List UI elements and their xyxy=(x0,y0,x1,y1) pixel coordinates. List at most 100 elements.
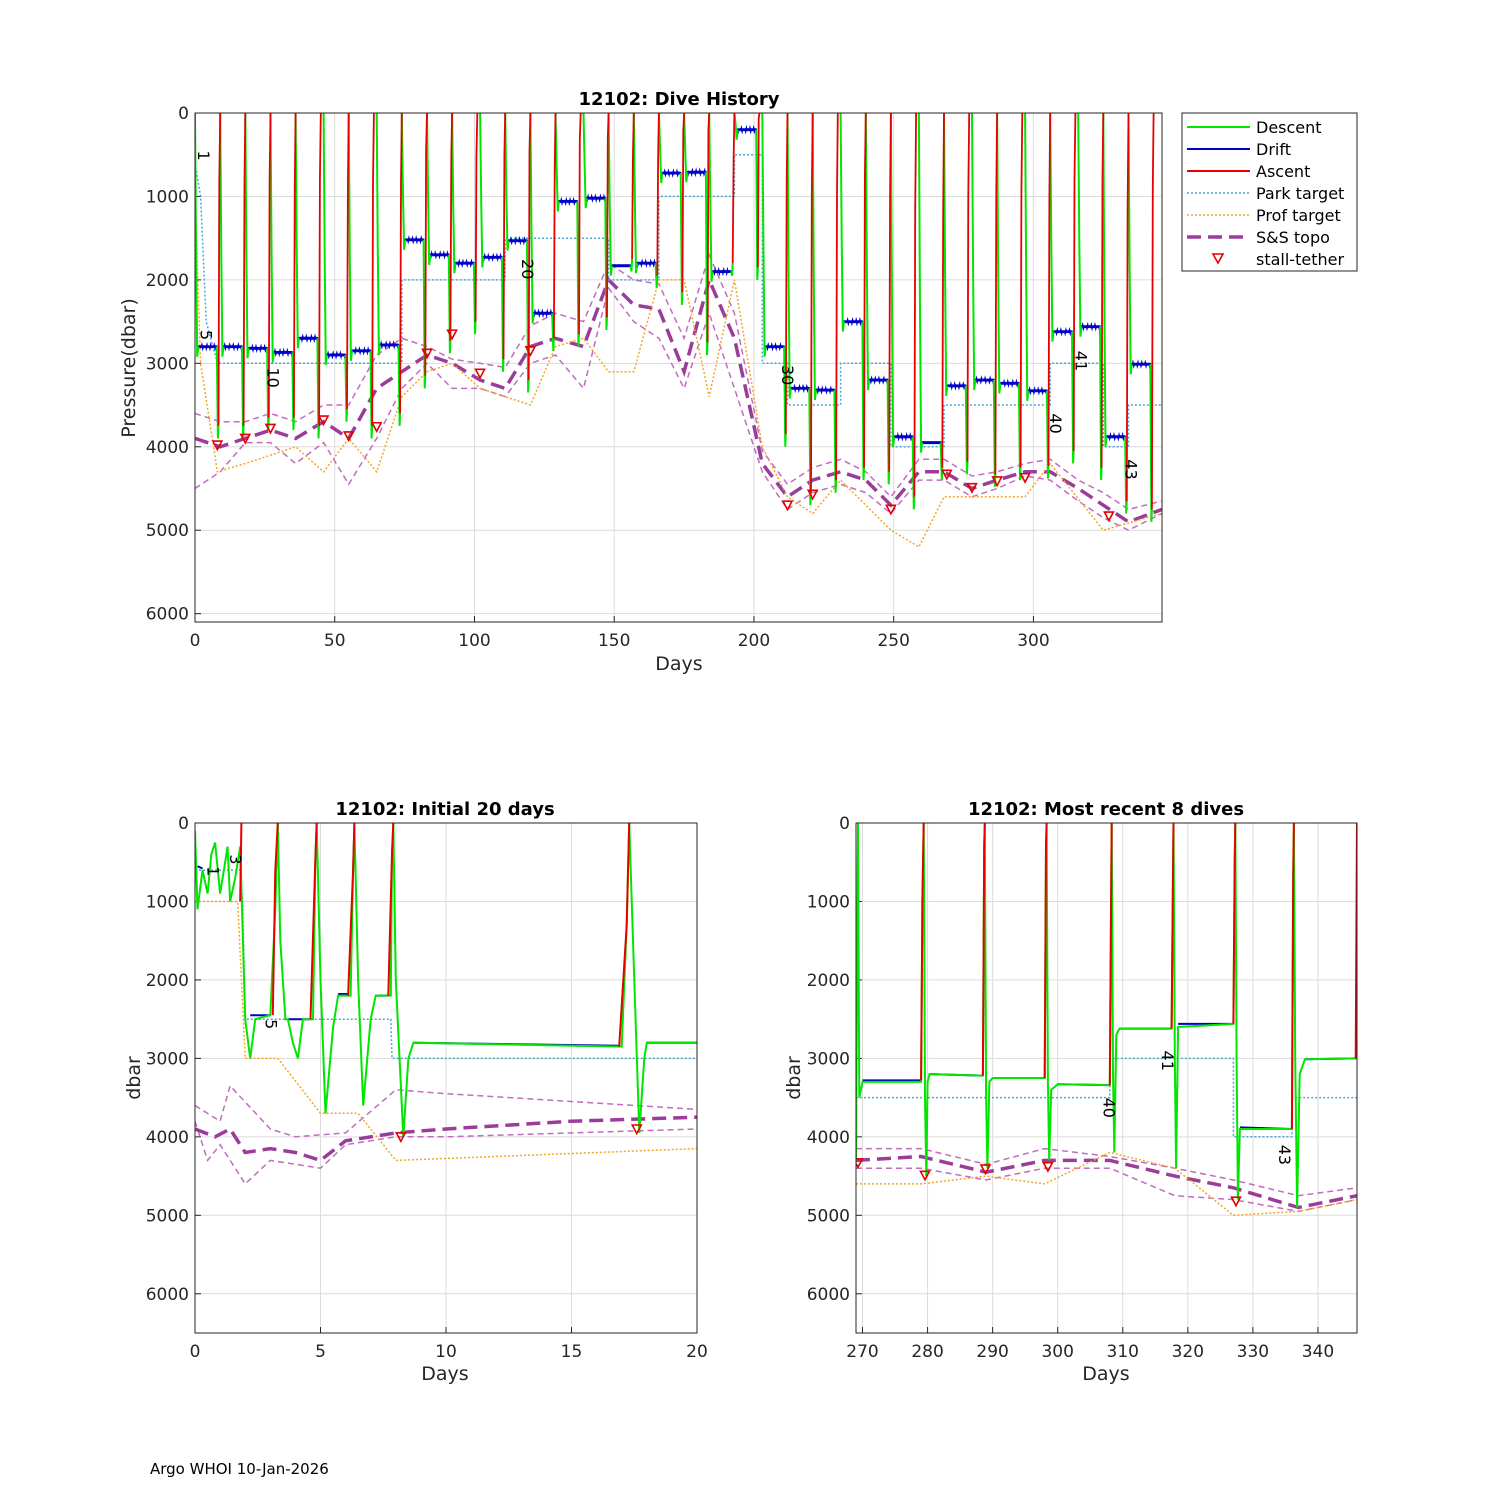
descent-segment xyxy=(992,379,997,487)
ascent-segment xyxy=(309,823,318,1020)
descent-segment xyxy=(451,113,457,274)
drift-segment xyxy=(272,347,294,358)
x-tick-label: 10 xyxy=(435,1342,457,1362)
descent-segment xyxy=(730,263,734,276)
descent-segment xyxy=(369,350,374,439)
ascent-segment xyxy=(913,113,917,497)
legend-label-descent: Descent xyxy=(1256,118,1322,137)
descent-segment xyxy=(679,173,684,305)
ascent-segment xyxy=(784,113,789,435)
park-target-line xyxy=(856,1057,1357,1138)
descent-segment xyxy=(291,352,295,431)
stall-tether-marker xyxy=(446,329,458,341)
topo-lower-line xyxy=(856,1167,1357,1213)
drift-segment xyxy=(404,235,425,245)
drift-segment xyxy=(222,341,243,352)
x-tick-label: 270 xyxy=(846,1342,878,1362)
stall-tether-marker xyxy=(474,368,486,380)
chart-title: 12102: Dive History xyxy=(579,89,780,110)
y-tick-label: 3000 xyxy=(146,354,189,374)
ascent-segment xyxy=(527,113,532,381)
y-tick-label: 6000 xyxy=(146,1285,189,1305)
cycle-number-label: 40 xyxy=(1099,1098,1118,1118)
y-tick-label: 1000 xyxy=(146,892,189,912)
cycle-number-label: 40 xyxy=(1046,413,1065,433)
x-tick-label: 250 xyxy=(877,631,909,651)
drift-segment xyxy=(585,193,607,203)
cycle-number-label: 41 xyxy=(1158,1051,1177,1071)
y-tick-label: 0 xyxy=(178,814,189,834)
x-tick-label: 0 xyxy=(190,631,201,651)
stall-tether-marker xyxy=(1019,472,1031,484)
ascent-segment xyxy=(981,823,986,1076)
stall-tether-marker xyxy=(394,1132,407,1144)
cycle-number-label: 30 xyxy=(778,365,797,385)
descent-segment xyxy=(654,263,659,289)
ascent-segment xyxy=(399,113,403,414)
x-tick-label: 290 xyxy=(976,1342,1008,1362)
x-tick-label: 150 xyxy=(598,631,630,651)
descent-segment xyxy=(1071,331,1075,464)
x-tick-label: 50 xyxy=(324,631,346,651)
legend-label-ascent: Ascent xyxy=(1256,162,1310,181)
descent-segment xyxy=(861,321,866,481)
descent-segment xyxy=(504,113,510,251)
ascent-segment xyxy=(578,113,582,335)
cycle-number-label: 3 xyxy=(226,854,245,864)
descent-segment xyxy=(219,113,225,357)
ascent-segment xyxy=(1043,823,1048,1079)
drift-segment xyxy=(379,340,400,350)
descent-segment xyxy=(607,113,613,276)
cycle-number-label: 1 xyxy=(204,866,223,876)
y-tick-label: 1000 xyxy=(807,892,850,912)
ascent-segment xyxy=(618,823,631,1047)
drift-segment xyxy=(636,258,657,268)
ascent-segment xyxy=(242,113,247,426)
y-tick-label: 5000 xyxy=(807,1206,850,1226)
prof-target-line xyxy=(195,196,1162,548)
y-tick-label: 5000 xyxy=(146,521,189,541)
drift-segment xyxy=(790,383,811,394)
plot-area: 13 5 xyxy=(195,823,697,1186)
descent-segment xyxy=(397,344,402,426)
ascent-segment xyxy=(387,823,395,996)
ascent-segment xyxy=(553,113,557,339)
ascent-segment xyxy=(346,113,350,410)
legend-label-drift: Drift xyxy=(1256,140,1291,159)
descent-segment xyxy=(1045,390,1050,479)
ascent-segment xyxy=(1019,113,1024,468)
descent-segment xyxy=(582,113,588,209)
x-tick-label: 340 xyxy=(1302,1342,1334,1362)
footer-credit: Argo WHOI 10-Jan-2026 xyxy=(150,1460,329,1478)
ascent-segment xyxy=(371,113,375,426)
x-axis-label: Days xyxy=(655,653,702,675)
descent-segment xyxy=(1149,364,1153,522)
descent-segment xyxy=(657,113,664,184)
y-axis-label: Pressure(dbar) xyxy=(118,298,140,438)
stall-tether-marker xyxy=(1103,511,1115,523)
descent-segment xyxy=(529,113,535,324)
legend-box xyxy=(1181,112,1358,272)
stall-tether-marker xyxy=(342,431,355,443)
ascent-segment xyxy=(1151,113,1155,510)
ascent-segment xyxy=(888,113,892,472)
cycle-number-label: 43 xyxy=(1122,459,1141,479)
descent-segment xyxy=(839,113,845,332)
legend-label-prof: Prof target xyxy=(1256,206,1341,225)
descent-segment xyxy=(472,263,477,335)
descent-segment xyxy=(971,113,977,391)
dive-history-chart: 12102: Dive History Days Pressure(dbar) … xyxy=(118,89,1163,675)
ascent-segment xyxy=(994,113,998,475)
descent-segment xyxy=(1049,113,1055,342)
ascent-segment xyxy=(217,113,222,426)
y-tick-label: 3000 xyxy=(807,1049,850,1069)
x-tick-label: 300 xyxy=(1041,1342,1073,1362)
recent-8-dives-chart: 12102: Most recent 8 dives Days dbar 270… xyxy=(783,799,1358,1385)
x-tick-label: 300 xyxy=(1017,631,1049,651)
descent-segment xyxy=(576,201,580,347)
descent-segment xyxy=(1102,113,1108,447)
descent-segment xyxy=(889,113,896,447)
y-tick-label: 0 xyxy=(839,814,850,834)
ascent-segment xyxy=(941,113,945,468)
